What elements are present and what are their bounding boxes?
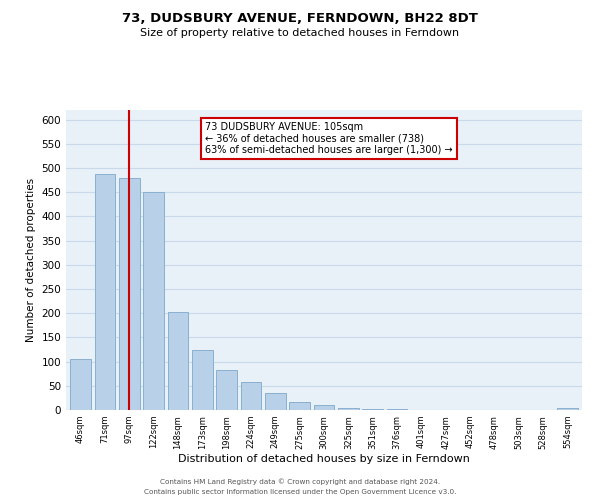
Bar: [167, 312, 188, 410]
Bar: [557, 408, 578, 410]
Bar: [95, 174, 115, 410]
Text: 73 DUDSBURY AVENUE: 105sqm
← 36% of detached houses are smaller (738)
63% of sem: 73 DUDSBURY AVENUE: 105sqm ← 36% of deta…: [205, 122, 453, 155]
Text: 73, DUDSBURY AVENUE, FERNDOWN, BH22 8DT: 73, DUDSBURY AVENUE, FERNDOWN, BH22 8DT: [122, 12, 478, 26]
Y-axis label: Number of detached properties: Number of detached properties: [26, 178, 36, 342]
Bar: [362, 409, 383, 410]
Bar: [289, 402, 310, 410]
Bar: [70, 359, 91, 410]
Bar: [265, 393, 286, 410]
Text: Contains HM Land Registry data © Crown copyright and database right 2024.: Contains HM Land Registry data © Crown c…: [160, 478, 440, 485]
Bar: [386, 409, 407, 410]
Text: Size of property relative to detached houses in Ferndown: Size of property relative to detached ho…: [140, 28, 460, 38]
Text: Contains public sector information licensed under the Open Government Licence v3: Contains public sector information licen…: [144, 489, 456, 495]
Bar: [119, 178, 140, 410]
X-axis label: Distribution of detached houses by size in Ferndown: Distribution of detached houses by size …: [178, 454, 470, 464]
Bar: [314, 405, 334, 410]
Bar: [241, 382, 262, 410]
Bar: [143, 192, 164, 410]
Bar: [216, 370, 237, 410]
Bar: [338, 408, 359, 410]
Bar: [192, 350, 212, 410]
